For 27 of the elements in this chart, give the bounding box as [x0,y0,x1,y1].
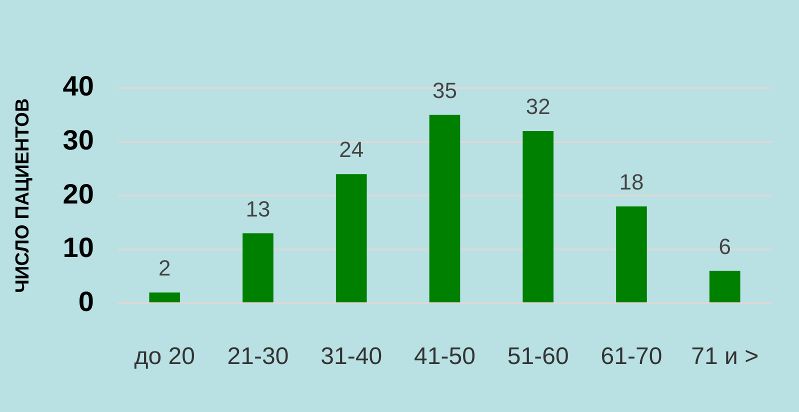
data-label: 35 [432,78,457,103]
x-tick-label: 31-40 [320,343,382,370]
y-tick-label: 30 [62,124,94,156]
x-tick-label: до 20 [134,343,195,370]
y-tick-label: 10 [62,232,94,264]
data-label: 24 [339,137,364,162]
y-tick-label: 20 [62,178,94,210]
y-axis-title: ЧИСЛО ПАЦИЕНТОВ [12,98,34,293]
bar [709,270,740,302]
bar [429,114,460,302]
bar [149,292,180,302]
data-label: 13 [246,196,270,222]
y-tick-label: 40 [62,70,94,102]
data-label: 6 [718,234,731,259]
x-tick-label: 61-70 [600,343,662,370]
bar [336,174,367,302]
data-label: 2 [158,256,171,281]
x-tick-label: 51-60 [507,343,569,370]
bar [616,206,647,302]
x-tick-label: 21-30 [227,343,289,370]
x-tick-label: 41-50 [414,343,476,370]
x-tick-label: 71 и > [691,343,759,370]
data-label: 32 [526,94,550,120]
bar [242,233,274,302]
data-label: 18 [619,169,644,194]
y-tick-label: 0 [78,286,94,317]
bar [522,131,554,302]
